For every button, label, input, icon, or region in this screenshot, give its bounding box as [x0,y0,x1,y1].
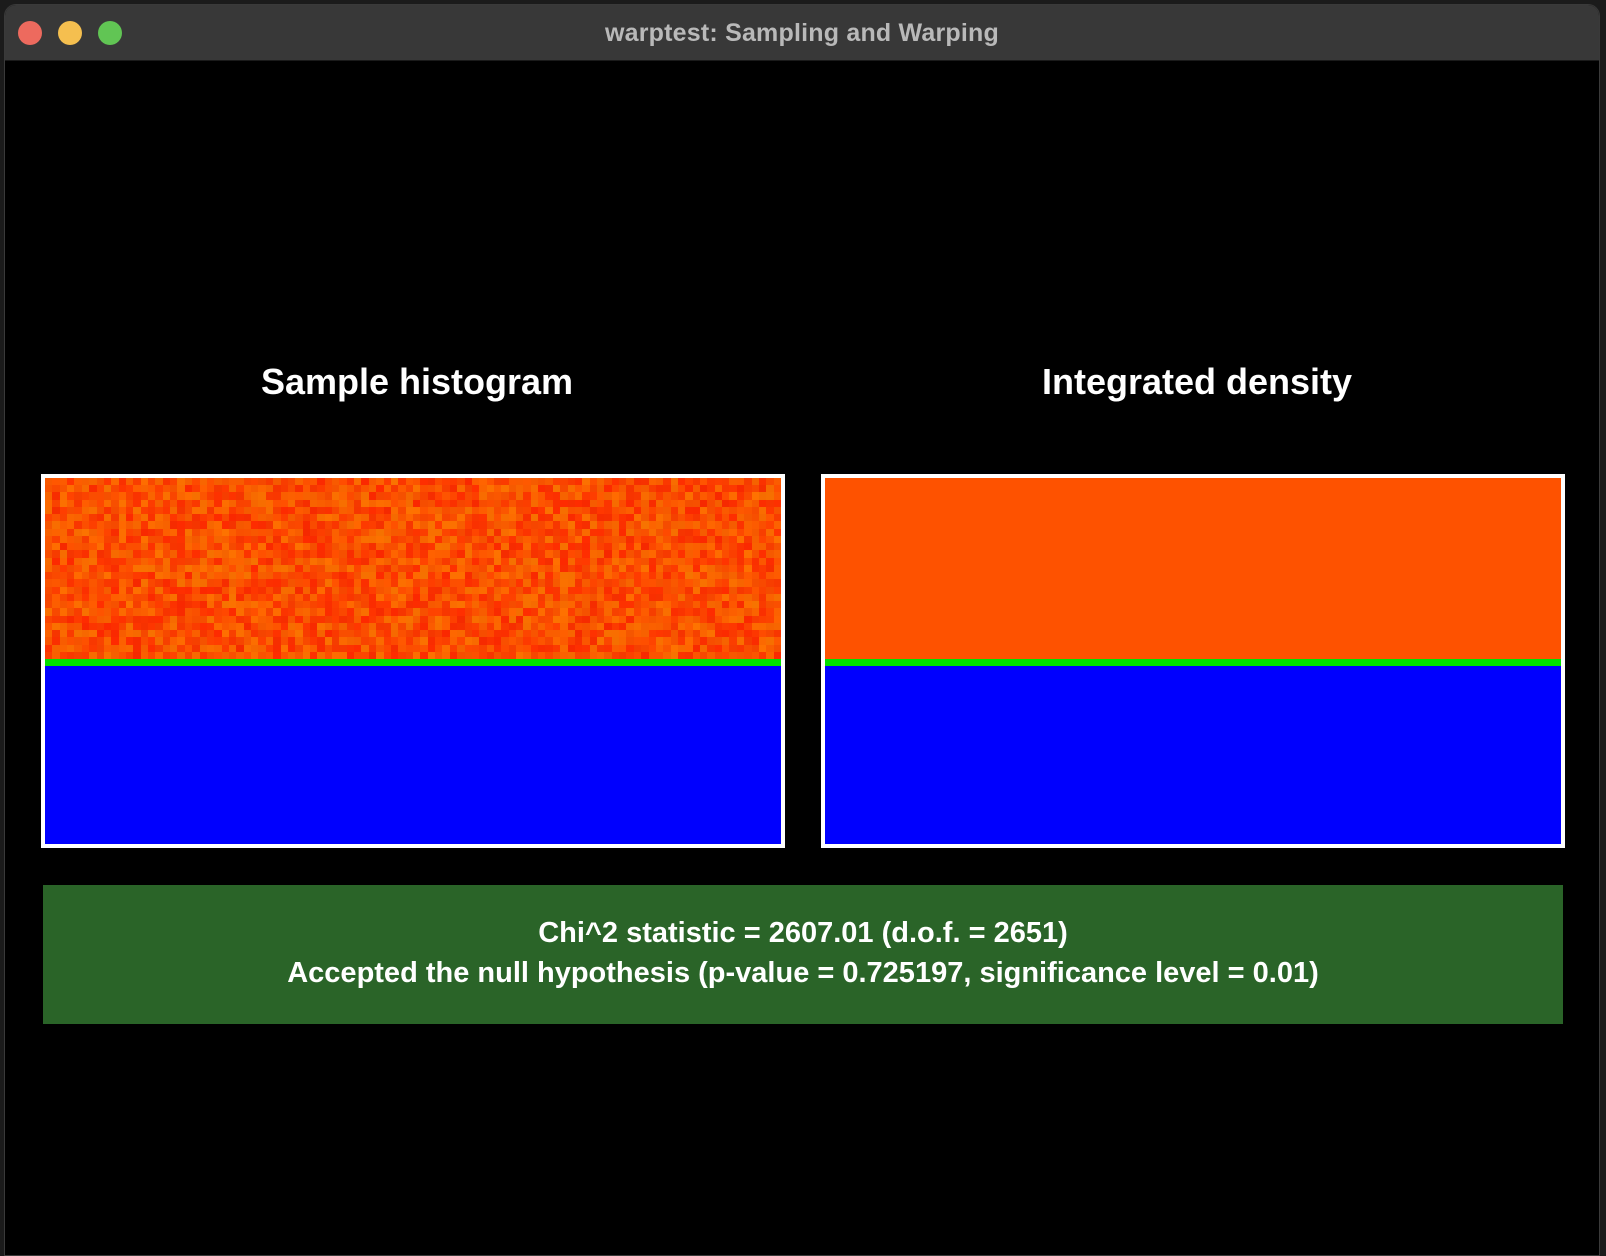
integrated-density-hot-region [825,478,1561,659]
sample-histogram-cold-region [45,666,781,844]
close-window-button[interactable] [18,21,42,45]
integrated-density-boundary-line [825,659,1561,666]
integrated-density-title: Integrated density [1041,361,1353,402]
chi-square-statistic-text: Chi^2 statistic = 2607.01 (d.o.f. = 2651… [538,917,1068,949]
integrated-density-cold-region [825,666,1561,844]
app-window: warptest: Sampling and Warping Sample hi… [4,4,1600,1256]
sample-histogram-hot-region [45,478,781,659]
chi-square-result-box: Chi^2 statistic = 2607.01 (d.o.f. = 2651… [43,885,1563,1024]
hypothesis-result-text: Accepted the null hypothesis (p-value = … [287,957,1319,989]
title-bar[interactable]: warptest: Sampling and Warping [5,5,1599,61]
window-title: warptest: Sampling and Warping [605,19,999,47]
sample-histogram-noise [45,478,781,659]
sample-histogram-panel [41,474,785,848]
integrated-density-panel [821,474,1565,848]
sample-histogram-boundary-line [45,659,781,666]
maximize-window-button[interactable] [98,21,122,45]
minimize-window-button[interactable] [58,21,82,45]
sample-histogram-title: Sample histogram [260,361,574,402]
